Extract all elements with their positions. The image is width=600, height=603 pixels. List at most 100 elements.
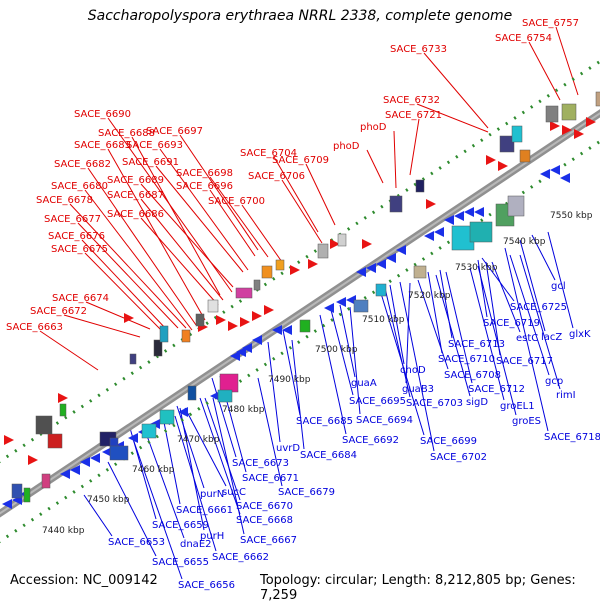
- forward-gene-label: SACE_6691: [122, 157, 179, 168]
- outer-dotted-guide: [0, 59, 600, 464]
- genome-backbone: [0, 109, 600, 518]
- reverse-gene-label: groEL1: [500, 401, 535, 412]
- gene-block: [253, 279, 261, 291]
- gene-block: [181, 329, 191, 343]
- gene-block: [187, 385, 197, 401]
- forward-gene-arrow: [562, 125, 572, 135]
- forward-gene-label: SACE_6704: [240, 148, 297, 159]
- forward-gene-arrow: [362, 239, 372, 249]
- forward-gene-label: SACE_6697: [146, 126, 203, 137]
- reverse-gene-label: SACE_6653: [108, 537, 165, 548]
- forward-gene-label: SACE_6683: [74, 140, 131, 151]
- reverse-gene-arrow: [282, 325, 292, 335]
- forward-gene-label: SACE_6700: [208, 196, 265, 207]
- forward-gene-arrow: [486, 155, 496, 165]
- kbp-tick-label: 7500 kbp: [315, 345, 358, 355]
- kbp-tick-label: 7520 kbp: [408, 291, 451, 301]
- reverse-gene-label: SACE_6703: [406, 398, 463, 409]
- reverse-gene-label: guaB3: [402, 384, 434, 395]
- reverse-gene-arrow: [236, 347, 246, 357]
- reverse-gene-arrow: [386, 253, 396, 263]
- reverse-gene-arrow: [424, 231, 434, 241]
- forward-gene-arrow: [264, 305, 274, 315]
- forward-gene-label: SACE_6696: [176, 181, 233, 192]
- reverse-gene-arrow: [550, 165, 560, 175]
- reverse-gene-label: SACE_6692: [342, 435, 399, 446]
- reverse-gene-label: uvrD: [276, 443, 300, 454]
- gene-block: [219, 373, 239, 393]
- reverse-gene-label: SACE_6710: [438, 354, 495, 365]
- reverse-gene-arrow: [324, 303, 334, 313]
- gene-block: [595, 91, 600, 107]
- forward-gene-label: SACE_6690: [74, 109, 131, 120]
- reverse-gene-label: SACE_6671: [242, 473, 299, 484]
- gene-block: [153, 339, 163, 357]
- reverse-gene-arrow: [444, 215, 454, 225]
- reverse-gene-label: sigD: [466, 397, 488, 408]
- forward-gene-label: SACE_6709: [272, 155, 329, 166]
- reverse-gene-arrow: [70, 465, 80, 475]
- genome-title: Saccharopolyspora erythraea NRRL 2338, c…: [87, 8, 513, 24]
- forward-gene-arrow: [252, 311, 262, 321]
- forward-gene-arrow: [498, 161, 508, 171]
- reverse-gene-label: choD: [400, 365, 426, 376]
- reverse-gene-arrow: [376, 259, 386, 269]
- reverse-gene-label: SACE_6667: [240, 535, 297, 546]
- kbp-tick-label: 7490 kbp: [268, 375, 311, 385]
- reverse-gene-arrow: [336, 297, 346, 307]
- gene-block: [235, 287, 253, 299]
- forward-gene-label: SACE_6757: [522, 18, 579, 29]
- forward-gene-label: SACE_6688: [98, 128, 155, 139]
- topology-info: Topology: circular; Length: 8,212,805 bp…: [260, 573, 576, 603]
- forward-gene-label: SACE_6698: [176, 168, 233, 179]
- reverse-gene-arrow: [178, 407, 188, 417]
- forward-gene-arrow: [330, 239, 340, 249]
- gene-block: [561, 103, 577, 121]
- reverse-gene-label: rimI: [556, 390, 576, 401]
- reverse-gene-label: gcp: [545, 376, 563, 387]
- reverse-gene-label: SACE_6673: [232, 458, 289, 469]
- forward-gene-arrow: [124, 313, 134, 323]
- reverse-gene-arrow: [128, 433, 138, 443]
- gene-block: [141, 423, 157, 439]
- reverse-gene-arrow: [434, 227, 444, 237]
- reverse-gene-label: SACE_6661: [176, 505, 233, 516]
- gene-block: [337, 233, 347, 247]
- reverse-gene-arrow: [80, 457, 90, 467]
- kbp-tick-label: 7460 kbp: [132, 465, 175, 475]
- kbp-tick-label: 7480 kbp: [222, 405, 265, 415]
- reverse-gene-arrow: [560, 173, 570, 183]
- reverse-gene-label: SACE_6694: [356, 415, 413, 426]
- reverse-gene-label: SACE_6702: [430, 452, 487, 463]
- gene-block: [217, 389, 233, 403]
- reverse-gene-label: SACE_6717: [496, 356, 553, 367]
- forward-gene-label: SACE_6732: [383, 95, 440, 106]
- reverse-gene-arrow: [346, 295, 356, 305]
- reverse-gene-label: estC: [516, 333, 538, 344]
- forward-gene-arrow: [308, 259, 318, 269]
- reverse-gene-arrow: [474, 207, 484, 217]
- reverse-gene-label: SACE_6712: [468, 384, 525, 395]
- reverse-gene-label: SACE_6656: [178, 580, 235, 591]
- gene-block: [469, 221, 493, 243]
- reverse-gene-label: SACE_6679: [278, 487, 335, 498]
- forward-gene-label: SACE_6693: [126, 140, 183, 151]
- gene-block: [35, 415, 53, 435]
- forward-gene-arrow: [216, 315, 226, 325]
- forward-gene-label: SACE_6677: [44, 214, 101, 225]
- kbp-tick-label: 7510 kbp: [362, 315, 405, 325]
- reverse-gene-label: gcl: [551, 281, 566, 292]
- gene-block: [375, 283, 387, 297]
- gene-block: [23, 487, 31, 503]
- gene-block: [353, 299, 369, 313]
- kbp-tick-label: 7470 kbp: [177, 435, 220, 445]
- reverse-gene-label: SACE_6662: [212, 552, 269, 563]
- kbp-tick-label: 7540 kbp: [503, 237, 546, 247]
- forward-gene-label: SACE_6676: [48, 231, 105, 242]
- reverse-gene-arrow: [230, 351, 240, 361]
- reverse-gene-label: lacZ: [541, 332, 562, 343]
- forward-gene-arrow: [240, 317, 250, 327]
- gene-block: [129, 353, 137, 365]
- forward-gene-label: SACE_6682: [54, 159, 111, 170]
- reverse-gene-label: SACE_6695: [349, 396, 406, 407]
